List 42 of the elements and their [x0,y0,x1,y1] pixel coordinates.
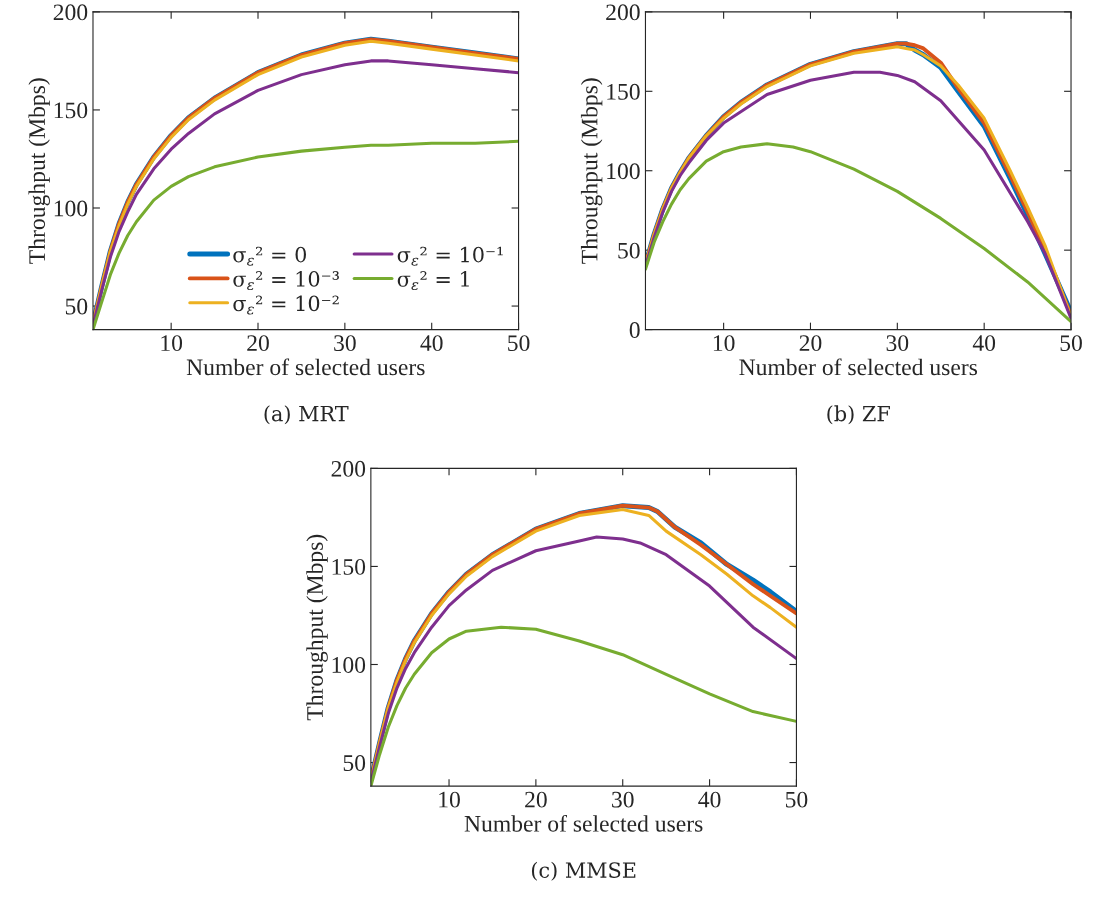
text: (c) MMSE [531,861,636,881]
y-tick-label: 0 [629,322,640,339]
y-axis-title: Throughput (Mbps) [306,534,328,721]
x-axis-title: Number of selected users [739,358,978,376]
y-tick-label: 150 [54,102,88,119]
text: (a) MRT [264,405,349,425]
x-tick-label: 40 [420,335,443,352]
x-tick-label: 30 [612,791,634,808]
legend-label: σ$_{ε}$² = 10⁻¹ [397,246,503,266]
x-tick-label: 40 [698,791,721,808]
x-tick-label: 20 [799,335,822,352]
x-axis-title: Number of selected users [464,814,703,832]
legend-label: σ$_{ε}$² = 1 [397,271,469,291]
x-tick-label: 50 [786,791,808,808]
y-axis-title: Throughput (Mbps) [28,78,50,264]
x-tick-label: 10 [439,791,460,808]
x-tick-label: 40 [972,335,996,352]
x-tick-label: 30 [886,335,909,352]
text: (b) ZF [827,405,890,425]
y-tick-label: 150 [332,558,366,575]
y-tick-label: 200 [53,4,88,21]
y-tick-label: 200 [606,4,640,21]
y-tick-label: 150 [607,83,640,100]
y-tick-label: 50 [343,755,366,771]
x-tick-label: 10 [713,335,735,352]
y-tick-label: 50 [618,242,640,259]
x-axis-title: Number of selected users [186,358,425,376]
x-tick-label: 20 [525,791,547,808]
y-tick-label: 100 [607,163,640,180]
y-tick-label: 50 [65,298,88,315]
x-tick-label: 50 [1060,335,1082,352]
x-tick-label: 30 [334,335,356,352]
y-tick-label: 100 [332,656,366,673]
y-axis-title: Throughput (Mbps) [580,78,603,264]
x-tick-label: 10 [161,335,183,352]
legend-label: σ$_{ε}$² = 0 [233,246,307,266]
legend-label: σ$_{ε}$² = 10⁻² [233,295,339,315]
y-tick-label: 100 [54,200,88,217]
legend-label: σ$_{ε}$² = 10⁻³ [233,271,339,291]
x-tick-label: 50 [508,335,530,352]
y-tick-label: 200 [331,460,366,477]
x-tick-label: 20 [247,335,269,352]
